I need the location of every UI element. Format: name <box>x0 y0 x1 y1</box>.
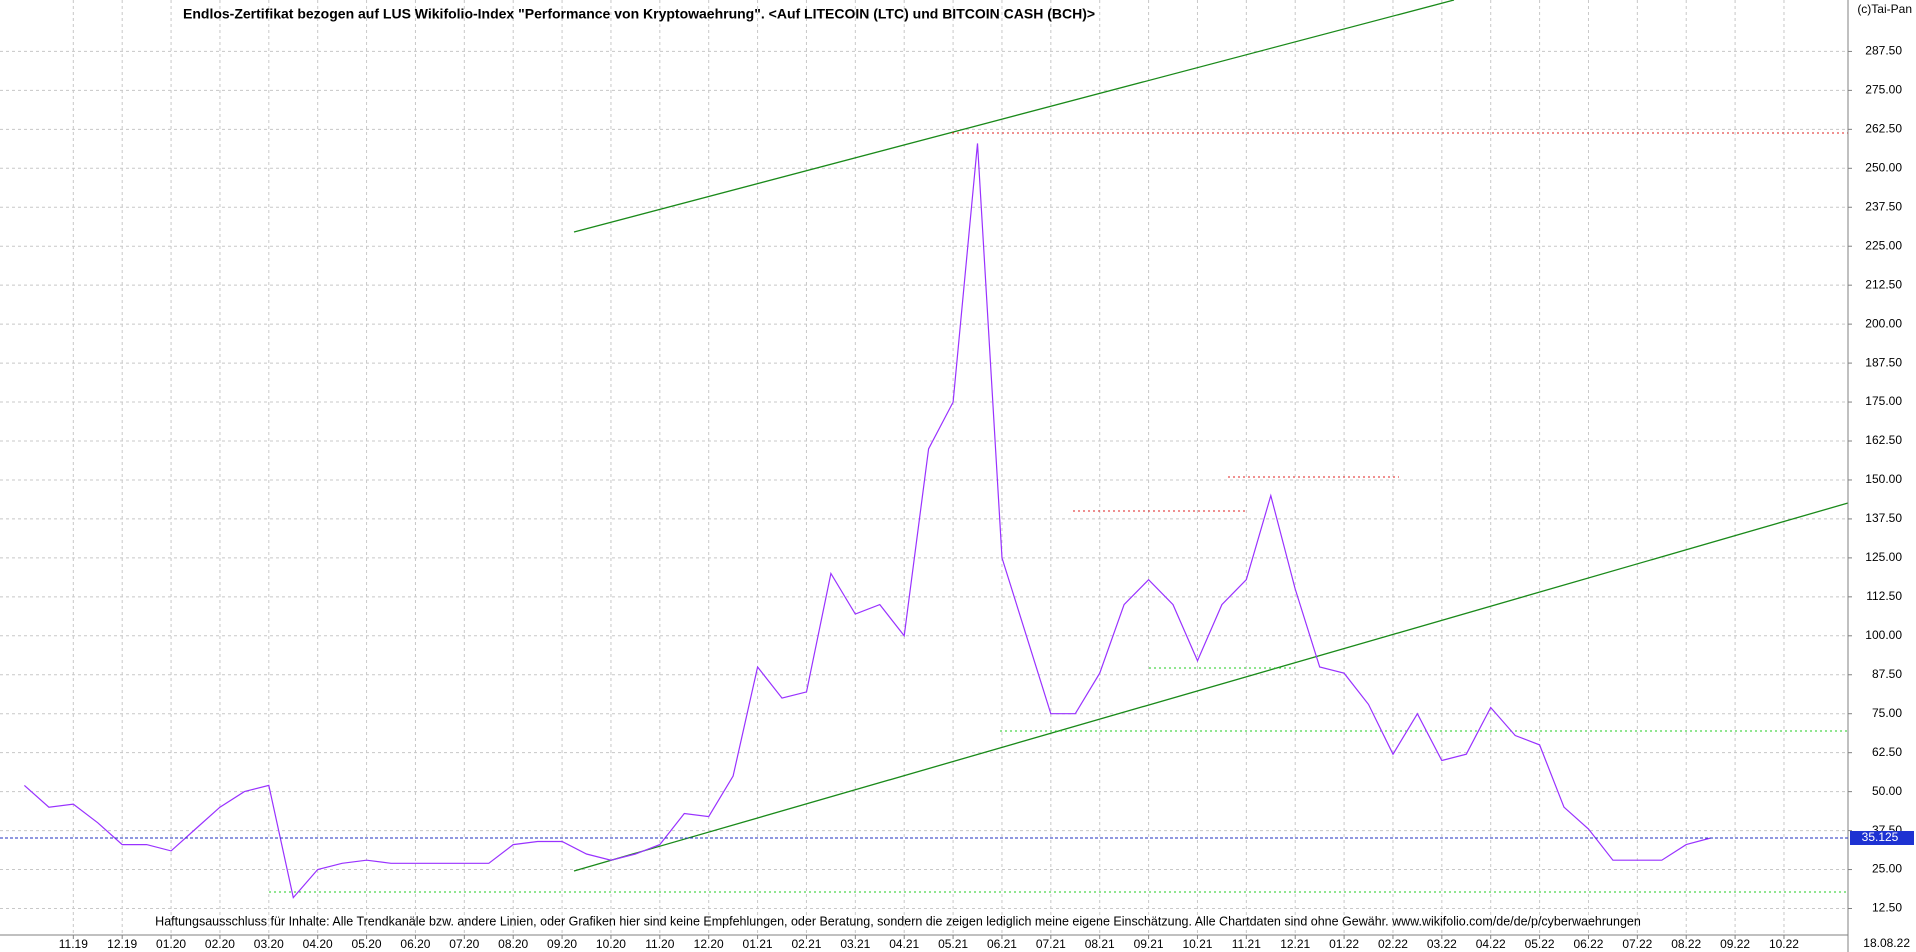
x-tick-label: 06.22 <box>1573 937 1603 951</box>
x-tick-label: 08.22 <box>1671 937 1701 951</box>
y-tick-label: 287.50 <box>1865 44 1902 58</box>
x-tick-label: 09.21 <box>1134 937 1164 951</box>
x-tick-label: 07.21 <box>1036 937 1066 951</box>
y-tick-label: 225.00 <box>1865 238 1902 252</box>
x-tick-label: 08.20 <box>498 937 528 951</box>
y-tick-label: 187.50 <box>1865 355 1902 369</box>
x-tick-label: 10.22 <box>1769 937 1799 951</box>
x-tick-label: 05.22 <box>1525 937 1555 951</box>
x-tick-label: 03.21 <box>840 937 870 951</box>
x-tick-label: 02.20 <box>205 937 235 951</box>
y-tick-label: 262.50 <box>1865 122 1902 136</box>
x-tick-label: 06.21 <box>987 937 1017 951</box>
x-tick-label: 05.21 <box>938 937 968 951</box>
y-tick-label: 100.00 <box>1865 628 1902 642</box>
x-tick-label: 10.20 <box>596 937 626 951</box>
x-tick-label: 01.20 <box>156 937 186 951</box>
x-tick-label: 08.21 <box>1085 937 1115 951</box>
y-tick-label: 237.50 <box>1865 199 1902 213</box>
plot <box>0 143 1848 899</box>
x-tick-label: 09.20 <box>547 937 577 951</box>
y-tick-label: 212.50 <box>1865 277 1902 291</box>
x-tick-label: 04.21 <box>889 937 919 951</box>
y-tick-label: 50.00 <box>1872 784 1902 798</box>
x-tick-label: 11.21 <box>1232 937 1261 951</box>
grid <box>0 0 1848 935</box>
y-tick-label: 175.00 <box>1865 394 1902 408</box>
x-tick-label: 01.21 <box>743 937 773 951</box>
x-tick-label: 10.21 <box>1182 937 1212 951</box>
last-value-box <box>1850 830 1914 845</box>
x-tick-label: 03.20 <box>254 937 284 951</box>
x-tick-label: 02.22 <box>1378 937 1408 951</box>
x-tick-label: 09.22 <box>1720 937 1750 951</box>
x-tick-label: 04.22 <box>1476 937 1506 951</box>
x-tick-label: 03.22 <box>1427 937 1457 951</box>
y-tick-label: 87.50 <box>1872 667 1902 681</box>
y-tick-label: 125.00 <box>1865 550 1902 564</box>
x-tick-label: 11.19 <box>59 937 88 951</box>
y-tick-label: 250.00 <box>1865 160 1902 174</box>
x-tick-label: 01.22 <box>1329 937 1359 951</box>
y-tick-label: 12.50 <box>1872 901 1902 915</box>
price-line <box>24 143 1711 899</box>
y-tick-label: 275.00 <box>1865 83 1902 97</box>
disclaimer: Haftungsausschluss für Inhalte: Alle Tre… <box>155 914 1641 928</box>
x-tick-label: 06.20 <box>400 937 430 951</box>
copyright: (c)Tai-Pan <box>1857 2 1912 16</box>
y-tick-label: 162.50 <box>1865 433 1902 447</box>
x-tick-label: 04.20 <box>303 937 333 951</box>
x-tick-label: 07.22 <box>1622 937 1652 951</box>
chart-title: Endlos-Zertifikat bezogen auf LUS Wikifo… <box>183 6 1095 22</box>
x-tick-label: 11.20 <box>645 937 674 951</box>
x-tick-label: 05.20 <box>352 937 382 951</box>
x-tick-label: 12.19 <box>107 937 137 951</box>
y-tick-label: 62.50 <box>1872 745 1902 759</box>
x-tick-label: 12.21 <box>1280 937 1310 951</box>
x-tick-label: 12.20 <box>694 937 724 951</box>
date-label: 18.08.22 <box>1863 936 1910 950</box>
last-value-label: 35.125 <box>1862 830 1899 844</box>
y-tick-label: 137.50 <box>1865 511 1902 525</box>
trend-line <box>573 0 1455 233</box>
y-tick-label: 75.00 <box>1872 706 1902 720</box>
y-tick-label: 25.00 <box>1872 862 1902 876</box>
y-tick-label: 112.50 <box>1866 589 1902 603</box>
x-tick-label: 07.20 <box>449 937 479 951</box>
x-tick-label: 02.21 <box>791 937 821 951</box>
y-tick-label: 150.00 <box>1865 472 1902 486</box>
y-tick-label: 200.00 <box>1865 316 1902 330</box>
trend-line <box>573 502 1849 872</box>
